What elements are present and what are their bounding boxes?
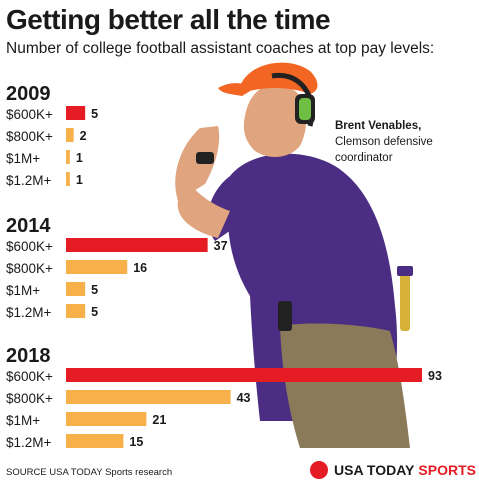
- caption-name: Brent Venables,: [335, 120, 422, 132]
- category-label: $1M+: [6, 413, 40, 428]
- bar-2014-4: [66, 304, 86, 318]
- value-label: 5: [91, 305, 98, 319]
- bar-2009-3: [66, 150, 70, 164]
- bar-2018-4: [66, 434, 124, 448]
- bar-2018-3: [66, 412, 147, 426]
- bar-2014-1: [66, 238, 208, 252]
- chart-title: Getting better all the time: [6, 4, 331, 35]
- brand-dot-icon: [310, 461, 328, 479]
- category-label: $600K+: [6, 239, 53, 254]
- bar-2014-2: [66, 260, 128, 274]
- category-label: $600K+: [6, 107, 53, 122]
- category-label: $600K+: [6, 369, 53, 384]
- bar-2018-2: [66, 390, 231, 404]
- bar-2009-1: [66, 106, 86, 120]
- category-label: $800K+: [6, 261, 53, 276]
- photo-caption: Brent Venables, Clemson defensive coordi…: [335, 118, 433, 166]
- bar-2018-1: [66, 368, 422, 382]
- value-label: 5: [91, 107, 98, 121]
- category-label: $800K+: [6, 129, 53, 144]
- value-label: 1: [76, 151, 83, 165]
- value-label: 16: [133, 261, 147, 275]
- value-label: 21: [152, 413, 166, 427]
- category-label: $1M+: [6, 151, 40, 166]
- brand-part-2: SPORTS: [418, 462, 476, 478]
- value-label: 37: [214, 239, 228, 253]
- value-label: 2: [80, 129, 87, 143]
- value-label: 15: [129, 435, 143, 449]
- caption-role-line-2: coordinator: [335, 152, 393, 164]
- value-label: 1: [76, 173, 83, 187]
- value-label: 43: [237, 391, 251, 405]
- year-label-2014: 2014: [6, 215, 51, 237]
- coach-photo: [175, 62, 413, 448]
- category-label: $1.2M+: [6, 173, 52, 188]
- brand-logo: USA TODAY SPORTS: [310, 461, 476, 479]
- chart-subtitle: Number of college football assistant coa…: [6, 40, 435, 57]
- bar-2014-3: [66, 282, 86, 296]
- bar-2009-4: [66, 172, 70, 186]
- brand-part-1: USA TODAY: [334, 462, 415, 478]
- value-label: 5: [91, 283, 98, 297]
- year-label-2009: 2009: [6, 83, 51, 105]
- category-label: $800K+: [6, 391, 53, 406]
- year-label-2018: 2018: [6, 345, 51, 367]
- bar-2009-2: [66, 128, 74, 142]
- value-label: 93: [428, 369, 442, 383]
- category-label: $1.2M+: [6, 435, 52, 450]
- category-label: $1.2M+: [6, 305, 52, 320]
- category-label: $1M+: [6, 283, 40, 298]
- source-note: SOURCE USA TODAY Sports research: [6, 467, 173, 478]
- caption-role-line-1: Clemson defensive: [335, 136, 433, 148]
